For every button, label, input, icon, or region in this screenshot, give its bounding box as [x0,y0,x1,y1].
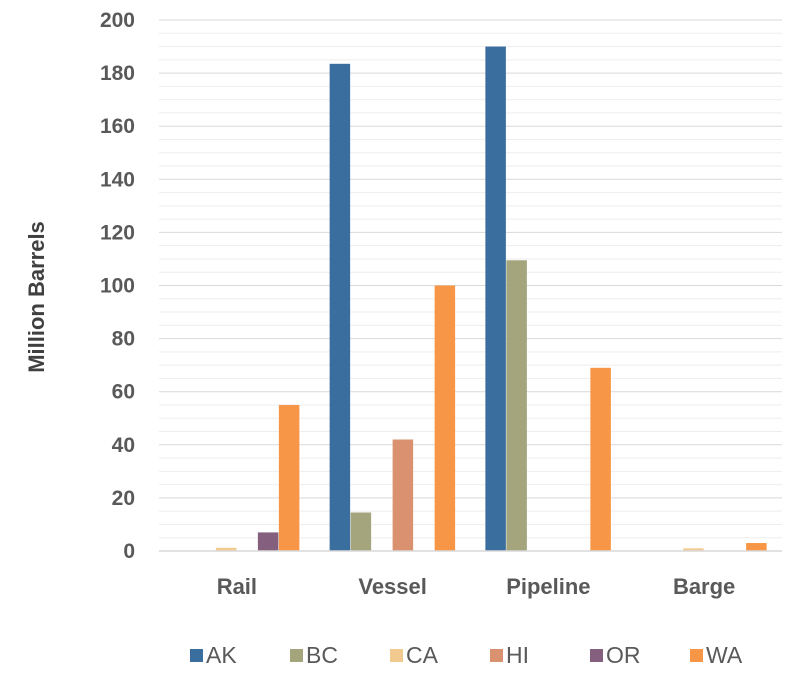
bar-bc-pipeline [506,260,527,551]
y-tick-label: 140 [100,168,135,191]
bar-bc-vessel [350,512,372,551]
bar-ca-barge [683,548,704,551]
y-tick-label: 80 [112,328,135,351]
category-label: Rail [217,574,257,599]
legend-swatch [490,649,503,662]
y-tick-label: 60 [112,381,135,404]
legend-swatch [290,649,303,662]
y-axis-ticks: 0 20 40 60 80 100 120 140 160 180 200 [100,9,135,563]
bar-ca-rail [215,547,237,551]
bar-wa-pipeline [590,367,611,551]
bar-hi-vessel [392,439,414,551]
y-tick-label: 200 [100,9,135,32]
legend-label: AK [206,642,237,668]
y-tick-label: 100 [100,275,135,298]
bar-wa-rail [278,404,300,551]
y-tick-label: 120 [100,221,135,244]
bar-ak-vessel [329,63,351,552]
legend-label: OR [606,642,641,668]
bar-or-rail [257,532,279,551]
y-tick-label: 20 [112,487,135,510]
y-axis-label: Million Barrels [24,221,49,373]
legend-swatch [590,649,603,662]
legend-swatch [690,649,703,662]
category-label: Barge [673,574,735,599]
legend-label: HI [506,642,529,668]
bar-ak-pipeline [485,46,506,552]
y-tick-label: 40 [112,434,135,457]
legend-swatch [190,649,203,662]
gridlines [159,19,782,539]
legend-swatch [390,649,403,662]
legend-label: BC [306,642,338,668]
legend-label: WA [706,642,743,668]
category-labels: Rail Vessel Pipeline Barge [217,574,736,599]
category-label: Vessel [358,574,427,599]
bar-wa-barge [746,543,767,551]
category-label: Pipeline [506,574,590,599]
y-tick-label: 0 [123,540,135,563]
legend-label: CA [406,642,439,668]
y-tick-label: 180 [100,62,135,85]
bars [215,46,767,552]
bar-wa-vessel [434,285,456,551]
y-tick-label: 160 [100,115,135,138]
legend: AK BC CA HI OR WA [190,642,743,668]
